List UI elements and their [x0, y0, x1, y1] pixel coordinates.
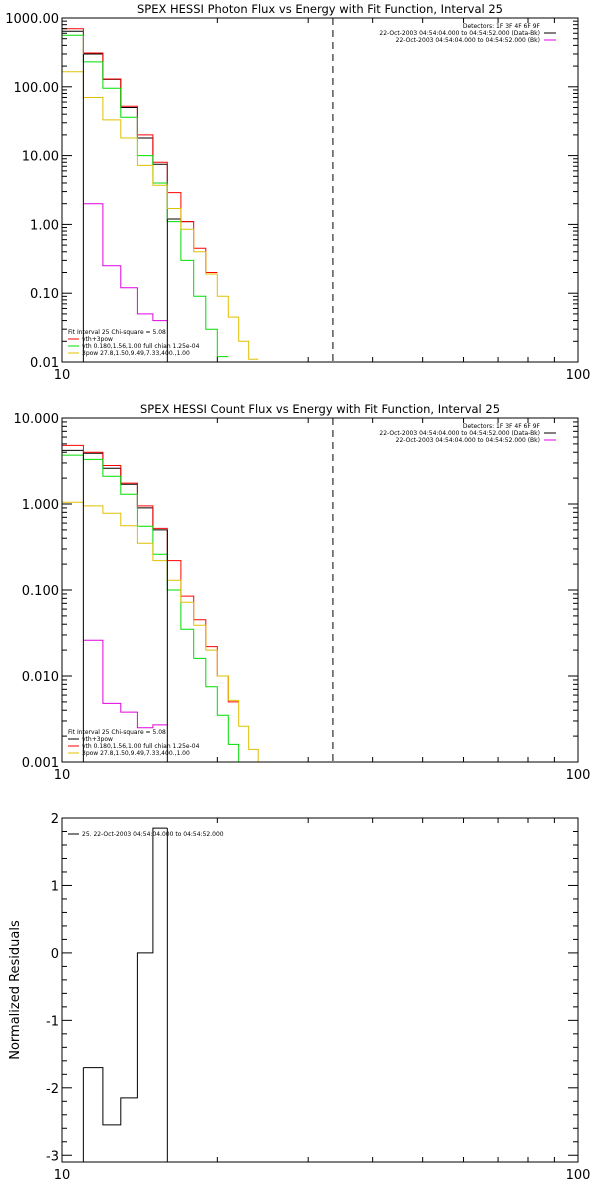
- plot-frame: [61, 417, 579, 763]
- series-line-1: [83, 827, 168, 1126]
- x-tick-label: 10: [54, 768, 71, 783]
- series-line-4: [62, 501, 268, 762]
- legend-line: vth 0.180,1.56,1.00 full chian 1.25e-04: [82, 343, 200, 350]
- x-tick-label: 10: [54, 368, 71, 383]
- legend-line: 25. 22-Oct-2003 04:54:04.000 to 04:54:52…: [82, 831, 224, 838]
- plot-frame: [61, 17, 579, 363]
- y-axis-label: Normalized Residuals: [8, 920, 23, 1060]
- legend-line: Fit Interval 25 Chi-square = 5.08: [68, 329, 166, 336]
- series-line-5: [83, 639, 168, 729]
- series-group: [62, 28, 259, 362]
- y-tick-label: 0: [51, 947, 59, 962]
- chart-panel-1: SPEX HESSI Photon Flux vs Energy with Fi…: [5, 2, 590, 383]
- y-tick-label: 2: [51, 812, 59, 827]
- y-tick-label: 0.100: [22, 584, 59, 599]
- y-tick-label: -1: [46, 1014, 59, 1029]
- header-line: 22-Oct-2003 04:54:04.000 to 04:54:52.000…: [379, 30, 540, 37]
- legend-line: 3pow 27.8,1.50,9.49,7.33,400.,1.00: [82, 750, 190, 757]
- y-tick-label: -2: [46, 1082, 59, 1097]
- legend-line: vth 0.180,1.56,1.00 full chian 1.25e-04: [82, 743, 200, 750]
- header-line: Detectors: 1F 3F 4F 6F 9F: [463, 23, 541, 30]
- y-tick-label: 0.001: [22, 756, 59, 771]
- legend-line: 3pow 27.8,1.50,9.49,7.33,400.,1.00: [82, 350, 190, 357]
- legend-line: vth+3pow: [82, 336, 113, 343]
- chart-title: SPEX HESSI Count Flux vs Energy with Fit…: [140, 402, 500, 416]
- legend-line: vth+3pow: [82, 736, 113, 743]
- y-tick-label: 10.00: [22, 150, 59, 165]
- y-tick-label: 1: [51, 879, 59, 894]
- x-tick-label: 100: [566, 368, 591, 383]
- series-line-2: [62, 444, 239, 703]
- series-line-1: [62, 449, 168, 531]
- chart-panel-2: SPEX HESSI Count Flux vs Energy with Fit…: [14, 402, 591, 783]
- header-line: 22-Oct-2003 04:54:04.000 to 04:54:52.000…: [396, 37, 540, 44]
- y-tick-label: 0.10: [30, 287, 59, 302]
- y-tick-label: 100.00: [14, 81, 60, 96]
- x-tick-label: 100: [566, 768, 591, 783]
- series-line-3: [62, 454, 249, 762]
- plot-frame: [61, 817, 579, 1163]
- x-tick-label: 10: [54, 1168, 71, 1183]
- series-group: [62, 444, 268, 762]
- y-tick-label: 1.00: [30, 218, 59, 233]
- series-line-5: [83, 203, 168, 322]
- header-line: 22-Oct-2003 04:54:04.000 to 04:54:52.000…: [379, 430, 540, 437]
- series-group: [82, 827, 168, 1162]
- y-tick-label: 1000.00: [5, 12, 59, 27]
- y-tick-label: 0.01: [30, 356, 59, 371]
- header-line: Detectors: 1F 3F 4F 6F 9F: [463, 423, 541, 430]
- series-line-3: [62, 34, 229, 358]
- y-tick-label: 10.000: [14, 412, 60, 427]
- series-line-4: [62, 71, 259, 360]
- chart-title: SPEX HESSI Photon Flux vs Energy with Fi…: [137, 2, 503, 16]
- legend-line: Fit Interval 25 Chi-square = 5.08: [68, 729, 166, 736]
- header-line: 22-Oct-2003 04:54:04.000 to 04:54:52.000…: [396, 437, 540, 444]
- x-tick-label: 100: [566, 1168, 591, 1183]
- y-tick-label: -3: [46, 1149, 59, 1164]
- y-tick-label: 0.010: [22, 670, 59, 685]
- y-tick-label: 1.000: [22, 498, 59, 513]
